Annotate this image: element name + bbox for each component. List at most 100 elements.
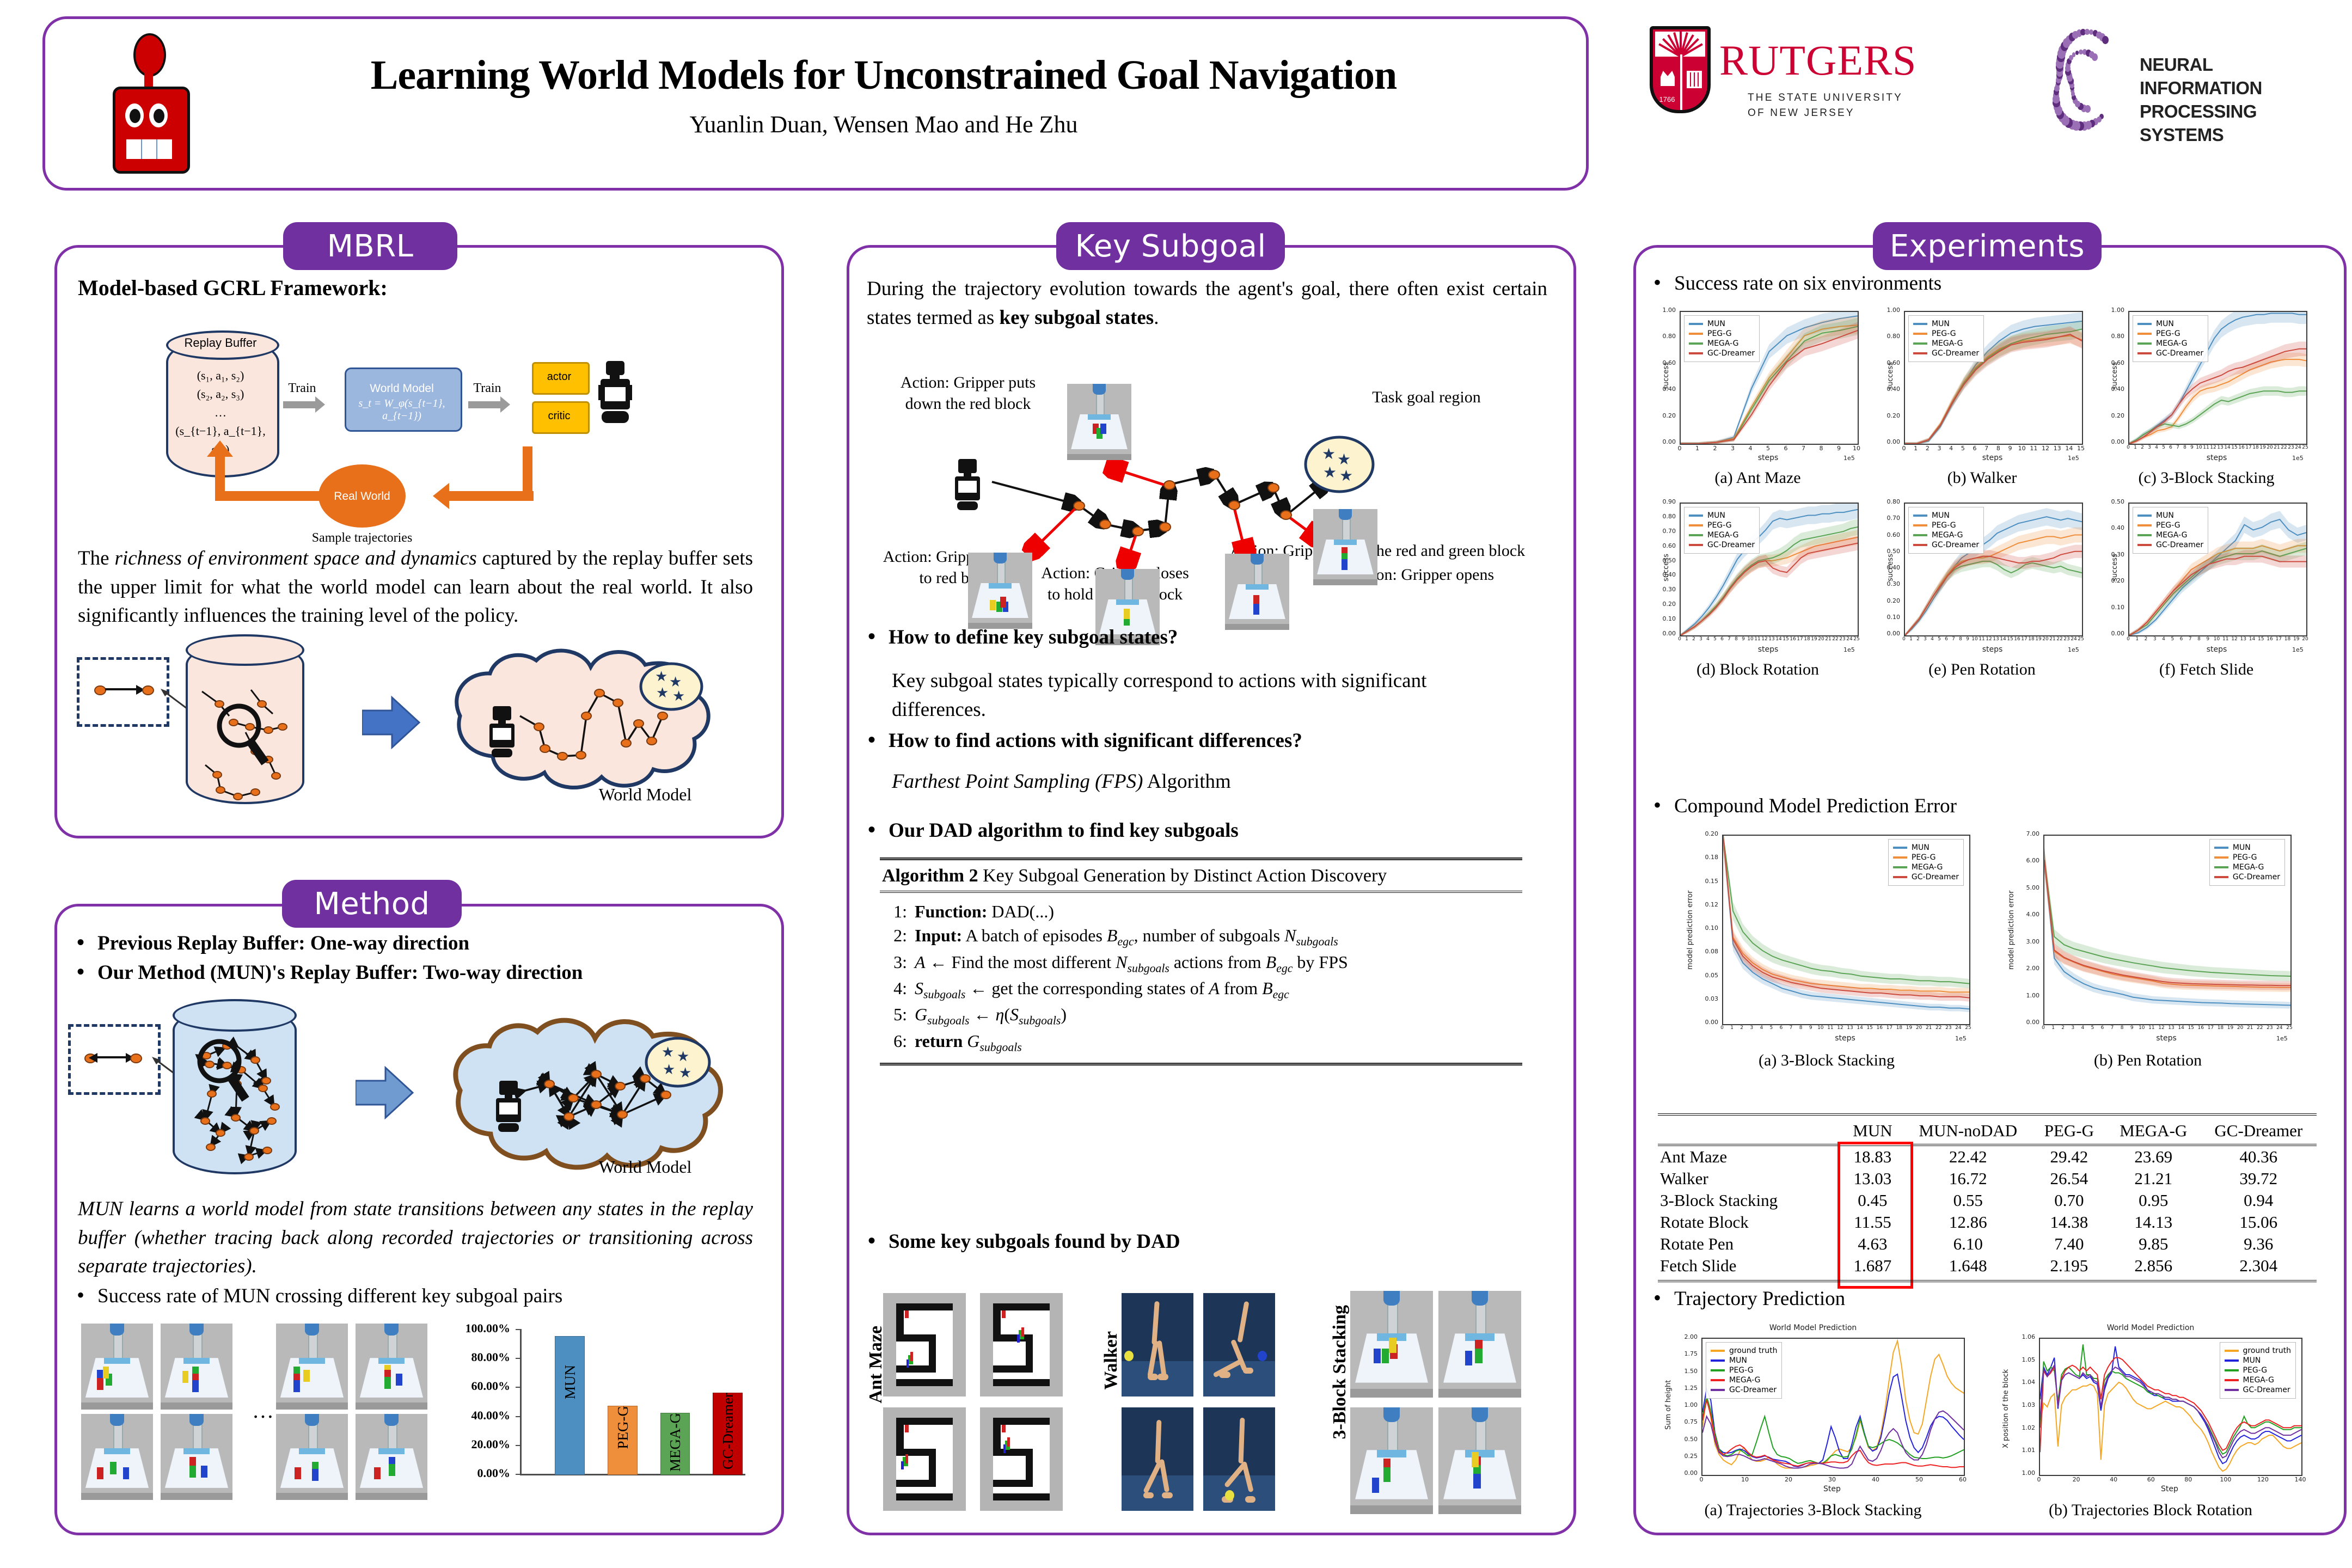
rutgers-shield-icon: 1766: [1650, 26, 1711, 113]
x-tick: 0: [1720, 1025, 1724, 1031]
x-axis-label: steps: [1757, 454, 1779, 462]
x-tick: 12: [1986, 636, 1992, 642]
legend-item: GC-Dreamer: [2137, 349, 2203, 358]
x-tick: 13: [1847, 1025, 1853, 1031]
x-tick: 12: [2231, 636, 2238, 642]
table-row-label: Rotate Pen: [1660, 1234, 1734, 1253]
success-rate-charts: 0.00 0.20 0.40 0.60 0.80 1.00 0 1 2 3 4 5 6 7 8 9 10 succ…: [1656, 307, 2325, 689]
x-tick: 60: [2147, 1476, 2155, 1483]
y-tick: 0.00: [1684, 1469, 1698, 1477]
x-tick: 23: [1839, 636, 1846, 642]
x-tick: 12: [1761, 636, 1768, 642]
x-tick: 0: [2127, 445, 2130, 450]
y-tick: 0.80: [2111, 333, 2125, 340]
table-cell: 6.10: [1953, 1234, 1983, 1253]
x-tick: 11: [2222, 636, 2229, 642]
gripper-scene-thumbnail: [1313, 509, 1377, 585]
y-tick: 1.00: [2111, 307, 2125, 314]
section-banner-mbrl: MBRL: [283, 222, 457, 270]
x-tick: 50: [1915, 1476, 1923, 1483]
y-tick: 4.00: [2026, 911, 2040, 918]
x-tick: 3: [1731, 445, 1735, 452]
gripper-scene-thumbnail: [1225, 554, 1289, 630]
legend-item: MUN: [1892, 843, 1959, 852]
legend-item: MUN: [1689, 320, 1755, 328]
x-tick: 1: [1909, 636, 1913, 642]
mbrl-world-model-caption: World Model: [598, 785, 692, 804]
table-row-label: Walker: [1660, 1169, 1708, 1188]
x-tick: 5: [2162, 445, 2165, 450]
x-tick: 23: [1945, 1025, 1952, 1031]
keysubgoal-question-3: Our DAD algorithm to find key subgoals: [863, 814, 1569, 845]
table-row-label: 3-Block Stacking: [1660, 1191, 1778, 1210]
chart-caption: (e) Pen Rotation: [1928, 660, 2036, 678]
chart-traj-block-rotation: 1.00 1.01 1.02 1.03 1.04 1.05 1.06 0 20 40 60 80 100…: [1995, 1324, 2306, 1523]
x-tick: 10: [1741, 1476, 1749, 1483]
y-tick: 0.70: [1662, 527, 1676, 535]
chart-caption: (a) Trajectories 3-Block Stacking: [1704, 1501, 1922, 1519]
section-key-subgoal: During the trajectory evolution towards …: [847, 245, 1576, 1535]
x-tick: 10: [1817, 1025, 1824, 1031]
x-tick: 16: [2197, 1025, 2204, 1031]
buffer-trajectory-graph: [201, 689, 287, 800]
x-tick: 10: [2139, 1025, 2145, 1031]
y-tick: 1.00: [1662, 307, 1676, 314]
legend-item: ground truth: [1711, 1346, 1777, 1355]
chart-caption: (b) Trajectories Block Rotation: [2048, 1501, 2253, 1519]
x-tick: 9: [2206, 636, 2210, 642]
x-tick: 13: [2053, 445, 2061, 452]
x-tick: 8: [2183, 445, 2186, 450]
x-exponent: 1e5: [1955, 1035, 1967, 1042]
chart-caption: (b) Pen Rotation: [2093, 1051, 2202, 1069]
y-tick: 0.00: [2026, 1019, 2040, 1026]
x-tick: 0: [1902, 445, 1906, 452]
chart-title: World Model Prediction: [1769, 1324, 1857, 1332]
table-cell: 9.85: [2139, 1234, 2169, 1253]
table-col-header: PEG-G: [2031, 1113, 2107, 1146]
x-tick: 9: [1809, 1025, 1812, 1031]
keysubgoal-answer-2: Farthest Point Sampling (FPS) Algorithm: [892, 770, 1231, 793]
legend-item: MEGA-G: [1913, 339, 1979, 348]
x-tick: 6: [1784, 445, 1788, 452]
x-tick: 21: [2274, 445, 2280, 450]
walker-thumbnail: [1122, 1293, 1193, 1396]
y-tick: 0.40: [2111, 385, 2125, 393]
gripper-scene-thumbnail: [81, 1324, 153, 1410]
y-tick: 0.20: [1886, 412, 1901, 419]
keysubgoal-question-2: How to find actions with significant dif…: [863, 725, 1569, 755]
x-tick: 18: [1804, 636, 1810, 642]
legend-item: PEG-G: [2224, 1366, 2291, 1375]
chart-success-3block: 0.00 0.20 0.40 0.60 0.80 1.00 0 1 2 3 4 5 6 7 8 9 10 11 12…: [2104, 307, 2308, 489]
x-tick: 16: [2267, 636, 2273, 642]
x-tick: 9: [2130, 1025, 2134, 1031]
chart-legend: MUN PEG-G MEGA-G GC-Dreamer: [1888, 839, 1964, 886]
neurips-wordmark: NEURAL INFORMATION PROCESSING SYSTEMS: [2140, 54, 2262, 145]
bar-label: MEGA-G: [667, 1413, 684, 1472]
x-tick: 14: [2178, 1025, 2184, 1031]
x-tick: 1: [2134, 445, 2137, 450]
x-tick: 8: [1799, 1025, 1803, 1031]
x-tick: 25: [2078, 636, 2084, 642]
x-tick: 9: [1742, 636, 1745, 642]
x-tick: 4: [1748, 445, 1753, 452]
y-tick: 3.00: [2026, 938, 2040, 945]
x-tick: 7: [1728, 636, 1731, 642]
y-tick: 0.25: [1684, 1452, 1698, 1460]
algorithm-title: Algorithm 2 Key Subgoal Generation by Di…: [880, 860, 1522, 893]
bar-ytick: 100.00%: [465, 1321, 511, 1335]
x-tick: 1: [1914, 445, 1918, 452]
x-tick: 12: [2042, 445, 2049, 452]
table-cell: 15.06: [2239, 1212, 2278, 1232]
x-tick: 22: [2056, 636, 2063, 642]
x-tick: 9: [2008, 445, 2012, 452]
x-tick: 24: [1955, 1025, 1962, 1031]
x-tick: 12: [2210, 445, 2216, 450]
x-tick: 9: [2190, 445, 2194, 450]
chart-caption: (f) Fetch Slide: [2159, 660, 2254, 678]
section-method: Previous Replay Buffer: One-way directio…: [54, 904, 784, 1535]
x-tick: 8: [2197, 636, 2201, 642]
y-tick: 0.50: [1886, 547, 1901, 555]
x-tick: 15: [2077, 445, 2085, 452]
chart-legend: MUN PEG-G MEGA-G GC-Dreamer: [2133, 315, 2209, 362]
chart-legend: MUN PEG-G MEGA-G GC-Dreamer: [1684, 507, 1760, 554]
